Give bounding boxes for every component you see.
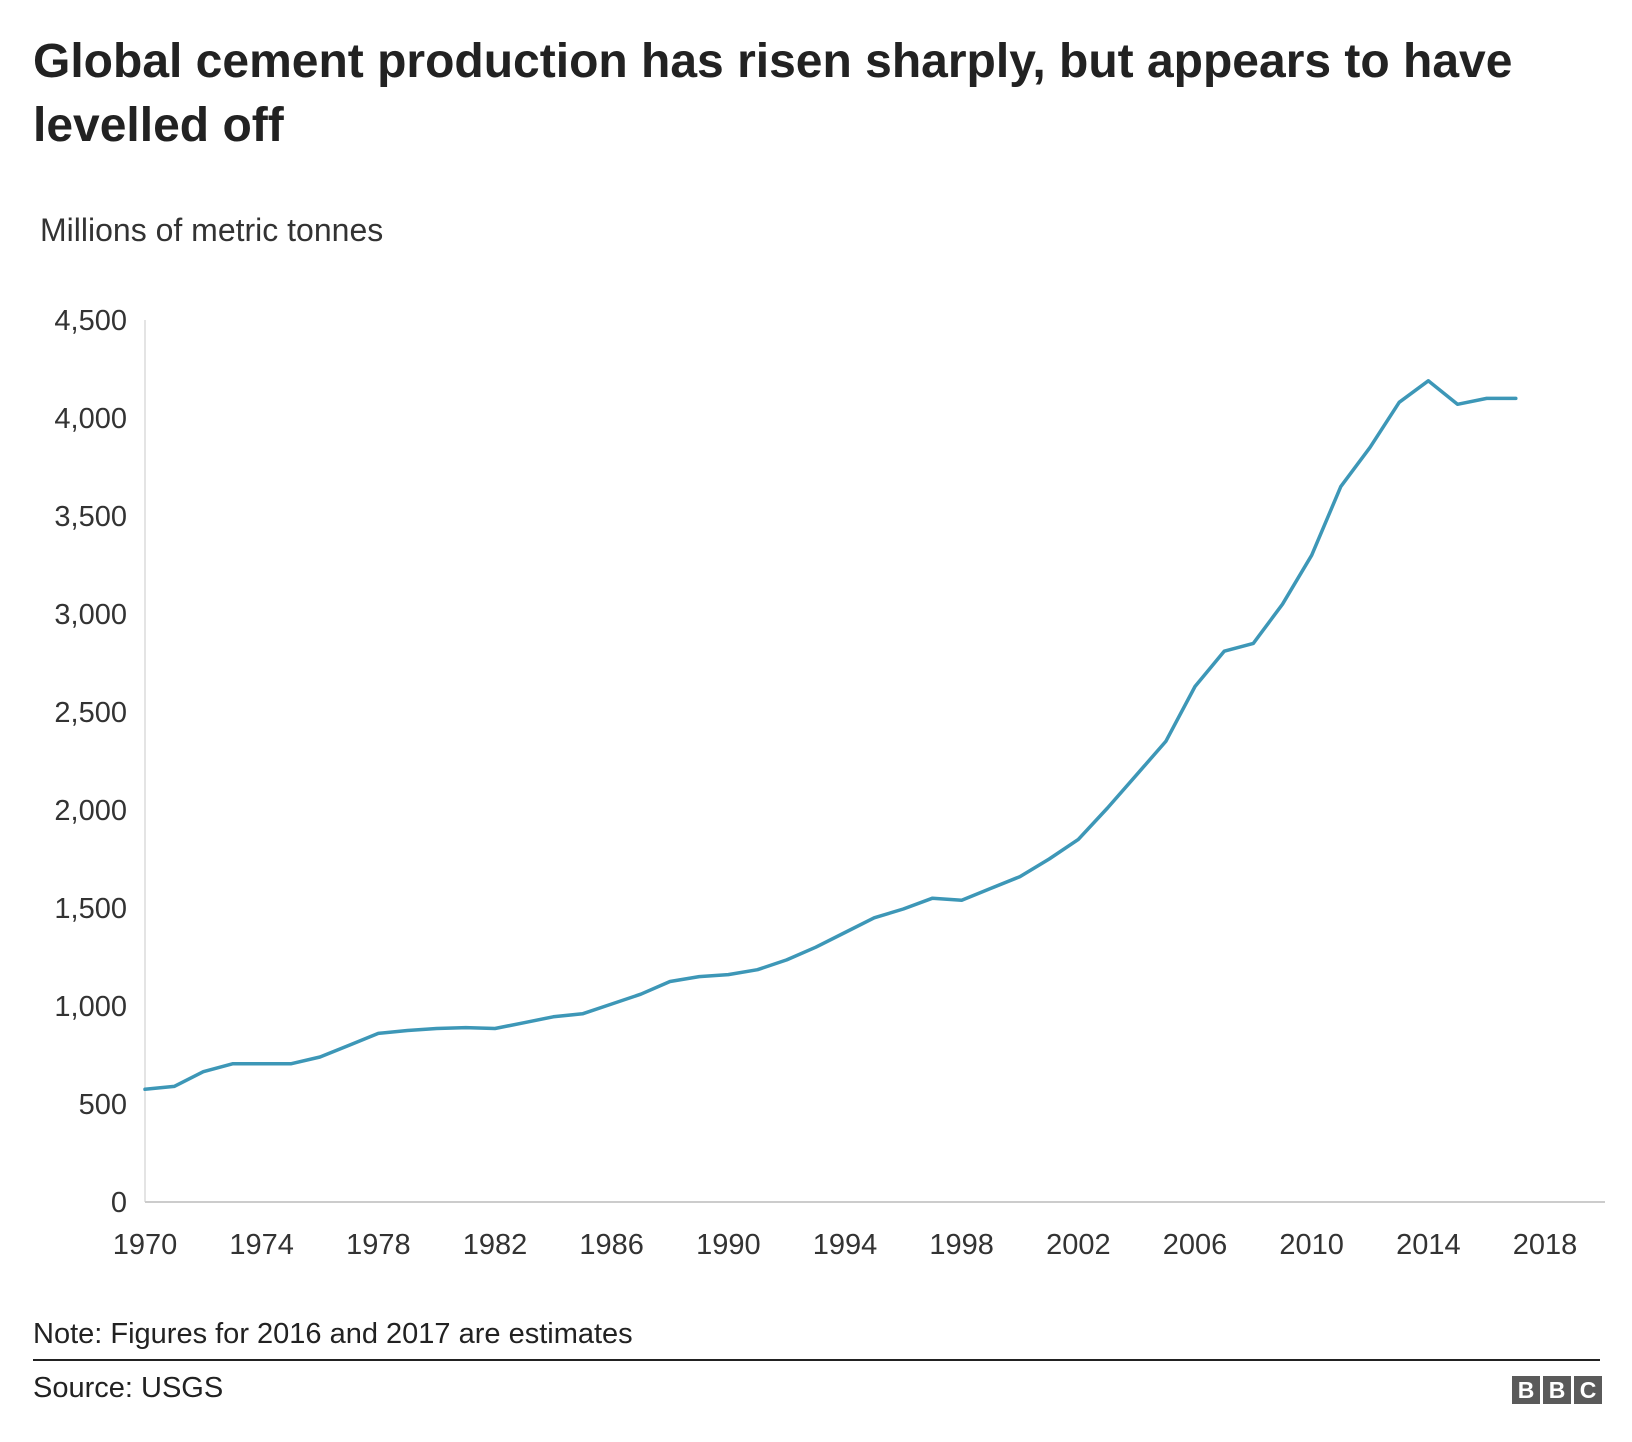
x-tick-label: 1994 — [813, 1229, 878, 1261]
y-tick-label: 4,000 — [54, 403, 127, 435]
footer-divider — [33, 1359, 1600, 1361]
series-line — [143, 379, 1518, 1092]
y-tick-label: 3,000 — [54, 599, 127, 631]
x-tick-label: 1982 — [463, 1229, 528, 1261]
y-tick-label: 500 — [79, 1089, 127, 1121]
x-tick-label: 1998 — [929, 1229, 994, 1261]
y-axis-label: Millions of metric tonnes — [40, 212, 384, 248]
y-tick-label: 0 — [111, 1187, 127, 1219]
logo-letter: B — [1543, 1376, 1571, 1404]
y-tick-label: 2,500 — [54, 697, 127, 729]
x-tick-label: 1970 — [113, 1229, 178, 1261]
y-tick-label: 2,000 — [54, 795, 127, 827]
logo-letter: B — [1512, 1376, 1540, 1404]
y-tick-label: 1,000 — [54, 991, 127, 1023]
x-tick-label: 1986 — [579, 1229, 644, 1261]
y-tick-label: 1,500 — [54, 893, 127, 925]
line-chart: 0 500 1,000 1,500 2,000 2,500 3,000 3,500 4,000 4… — [54, 305, 1605, 1261]
x-tick-label: 2010 — [1279, 1229, 1344, 1261]
x-tick-label: 1990 — [696, 1229, 761, 1261]
x-tick-label: 2006 — [1163, 1229, 1228, 1261]
logo-letter: C — [1574, 1376, 1602, 1404]
x-tick-label: 2014 — [1396, 1229, 1461, 1261]
y-tick-label: 4,500 — [54, 305, 127, 337]
x-tick-label: 2018 — [1513, 1229, 1578, 1261]
bbc-logo: B B C — [1512, 1376, 1602, 1404]
x-tick-label: 2002 — [1046, 1229, 1111, 1261]
chart-note: Note: Figures for 2016 and 2017 are esti… — [33, 1318, 633, 1350]
y-tick-label: 3,500 — [54, 501, 127, 533]
x-tick-label: 1978 — [346, 1229, 411, 1261]
chart-source: Source: USGS — [33, 1372, 224, 1404]
chart-title: Global cement production has risen sharp… — [33, 35, 1513, 152]
x-tick-label: 1974 — [229, 1229, 294, 1261]
